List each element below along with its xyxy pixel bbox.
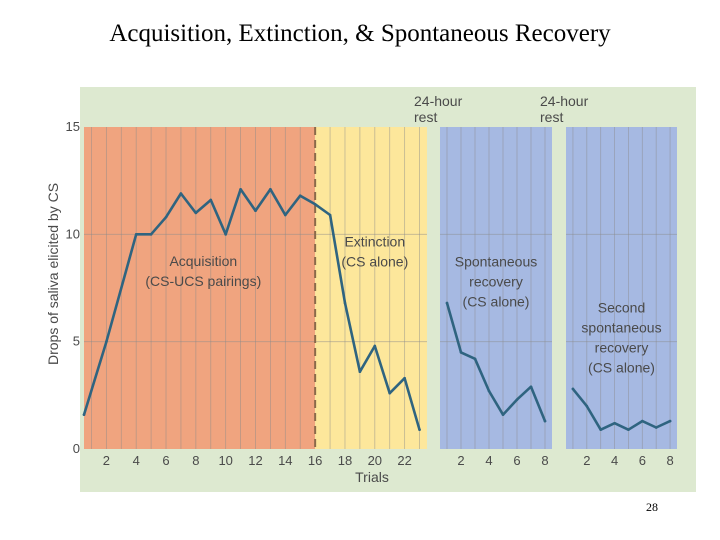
x-tick-label: 4: [485, 453, 492, 468]
data-point: [585, 404, 589, 408]
data-point: [473, 357, 477, 361]
data-point: [445, 301, 449, 305]
y-tick-label: 15: [66, 119, 80, 134]
x-tick-label: 6: [513, 453, 520, 468]
data-point: [164, 215, 168, 219]
data-point: [82, 413, 86, 416]
data-point: [105, 340, 108, 343]
data-point: [343, 301, 347, 305]
data-point: [459, 351, 463, 354]
x-tick-label: 2: [103, 453, 110, 468]
region-label-main: Extinction: [344, 234, 405, 250]
y-tick-label: 10: [66, 226, 80, 241]
data-point: [209, 198, 213, 202]
rest-label: 24-hour: [540, 93, 589, 109]
x-tick-label: 6: [639, 453, 646, 468]
rest-label: rest: [540, 109, 563, 125]
region-label-second-spontaneous-recovery: Second: [598, 299, 645, 315]
data-point: [358, 370, 362, 374]
x-tick-label: 8: [666, 453, 673, 468]
x-tick-label: 8: [192, 453, 199, 468]
slide-title: Acquisition, Extinction, & Spontaneous R…: [109, 20, 611, 47]
x-tick-label: 22: [397, 453, 411, 468]
data-point: [313, 202, 317, 206]
region-label-main: (CS-UCS pairings): [145, 273, 261, 289]
data-point: [284, 213, 287, 217]
data-point: [668, 419, 672, 423]
data-point: [134, 233, 138, 236]
data-point: [571, 387, 575, 391]
x-tick-label: 2: [583, 453, 590, 468]
data-point: [487, 389, 491, 393]
data-point: [613, 421, 616, 425]
y-axis-label: Drops of saliva elicited by CS: [45, 183, 61, 365]
data-point: [239, 187, 242, 191]
x-tick-label: 4: [611, 453, 618, 468]
x-tick-label: 6: [162, 453, 169, 468]
region-label-main: Acquisition: [169, 253, 237, 269]
x-tick-label: 10: [218, 453, 232, 468]
page-number: 28: [646, 500, 658, 514]
data-point: [269, 187, 272, 191]
data-point: [388, 391, 392, 395]
data-point: [627, 428, 630, 431]
region-label-second-spontaneous-recovery: (CS alone): [588, 359, 655, 375]
data-line-main: [82, 188, 421, 432]
data-point: [529, 385, 533, 389]
x-tick-label: 12: [248, 453, 262, 468]
x-axis-label: Trials: [355, 469, 389, 485]
data-point: [328, 213, 332, 217]
x-tick-label: 8: [541, 453, 548, 468]
data-point: [403, 376, 406, 380]
data-point: [149, 233, 153, 236]
x-tick-label: 20: [368, 453, 382, 468]
region-second-spontaneous-recovery-0: [566, 127, 677, 449]
region-label-spontaneous-recovery: (CS alone): [463, 294, 530, 310]
data-point: [543, 419, 547, 423]
data-line-second-spontaneous-recovery: [571, 387, 672, 432]
rest-label: 24-hour: [414, 93, 463, 109]
data-point: [641, 419, 644, 423]
data-point: [515, 398, 519, 401]
region-label-spontaneous-recovery: Spontaneous: [455, 254, 538, 270]
x-tick-label: 18: [338, 453, 352, 468]
data-point: [501, 413, 505, 416]
x-tick-label: 4: [133, 453, 140, 468]
x-tick-label: 14: [278, 453, 292, 468]
region-label-main: (CS alone): [341, 254, 408, 270]
y-tick-label: 0: [73, 441, 80, 456]
data-point: [224, 233, 227, 236]
region-label-second-spontaneous-recovery: recovery: [595, 339, 649, 355]
rest-label: rest: [414, 109, 437, 125]
region-label-spontaneous-recovery: recovery: [469, 274, 523, 290]
data-point: [298, 194, 302, 197]
data-point: [418, 428, 421, 431]
x-tick-label: 2: [457, 453, 464, 468]
y-tick-label: 5: [73, 334, 80, 349]
data-point: [654, 426, 658, 429]
data-point: [194, 211, 198, 215]
region-label-second-spontaneous-recovery: spontaneous: [581, 319, 661, 335]
data-point: [254, 209, 257, 213]
x-tick-label: 16: [308, 453, 322, 468]
data-point: [599, 428, 602, 431]
data-point: [179, 192, 183, 195]
data-point: [373, 344, 377, 348]
data-line-spontaneous-recovery: [445, 301, 547, 423]
